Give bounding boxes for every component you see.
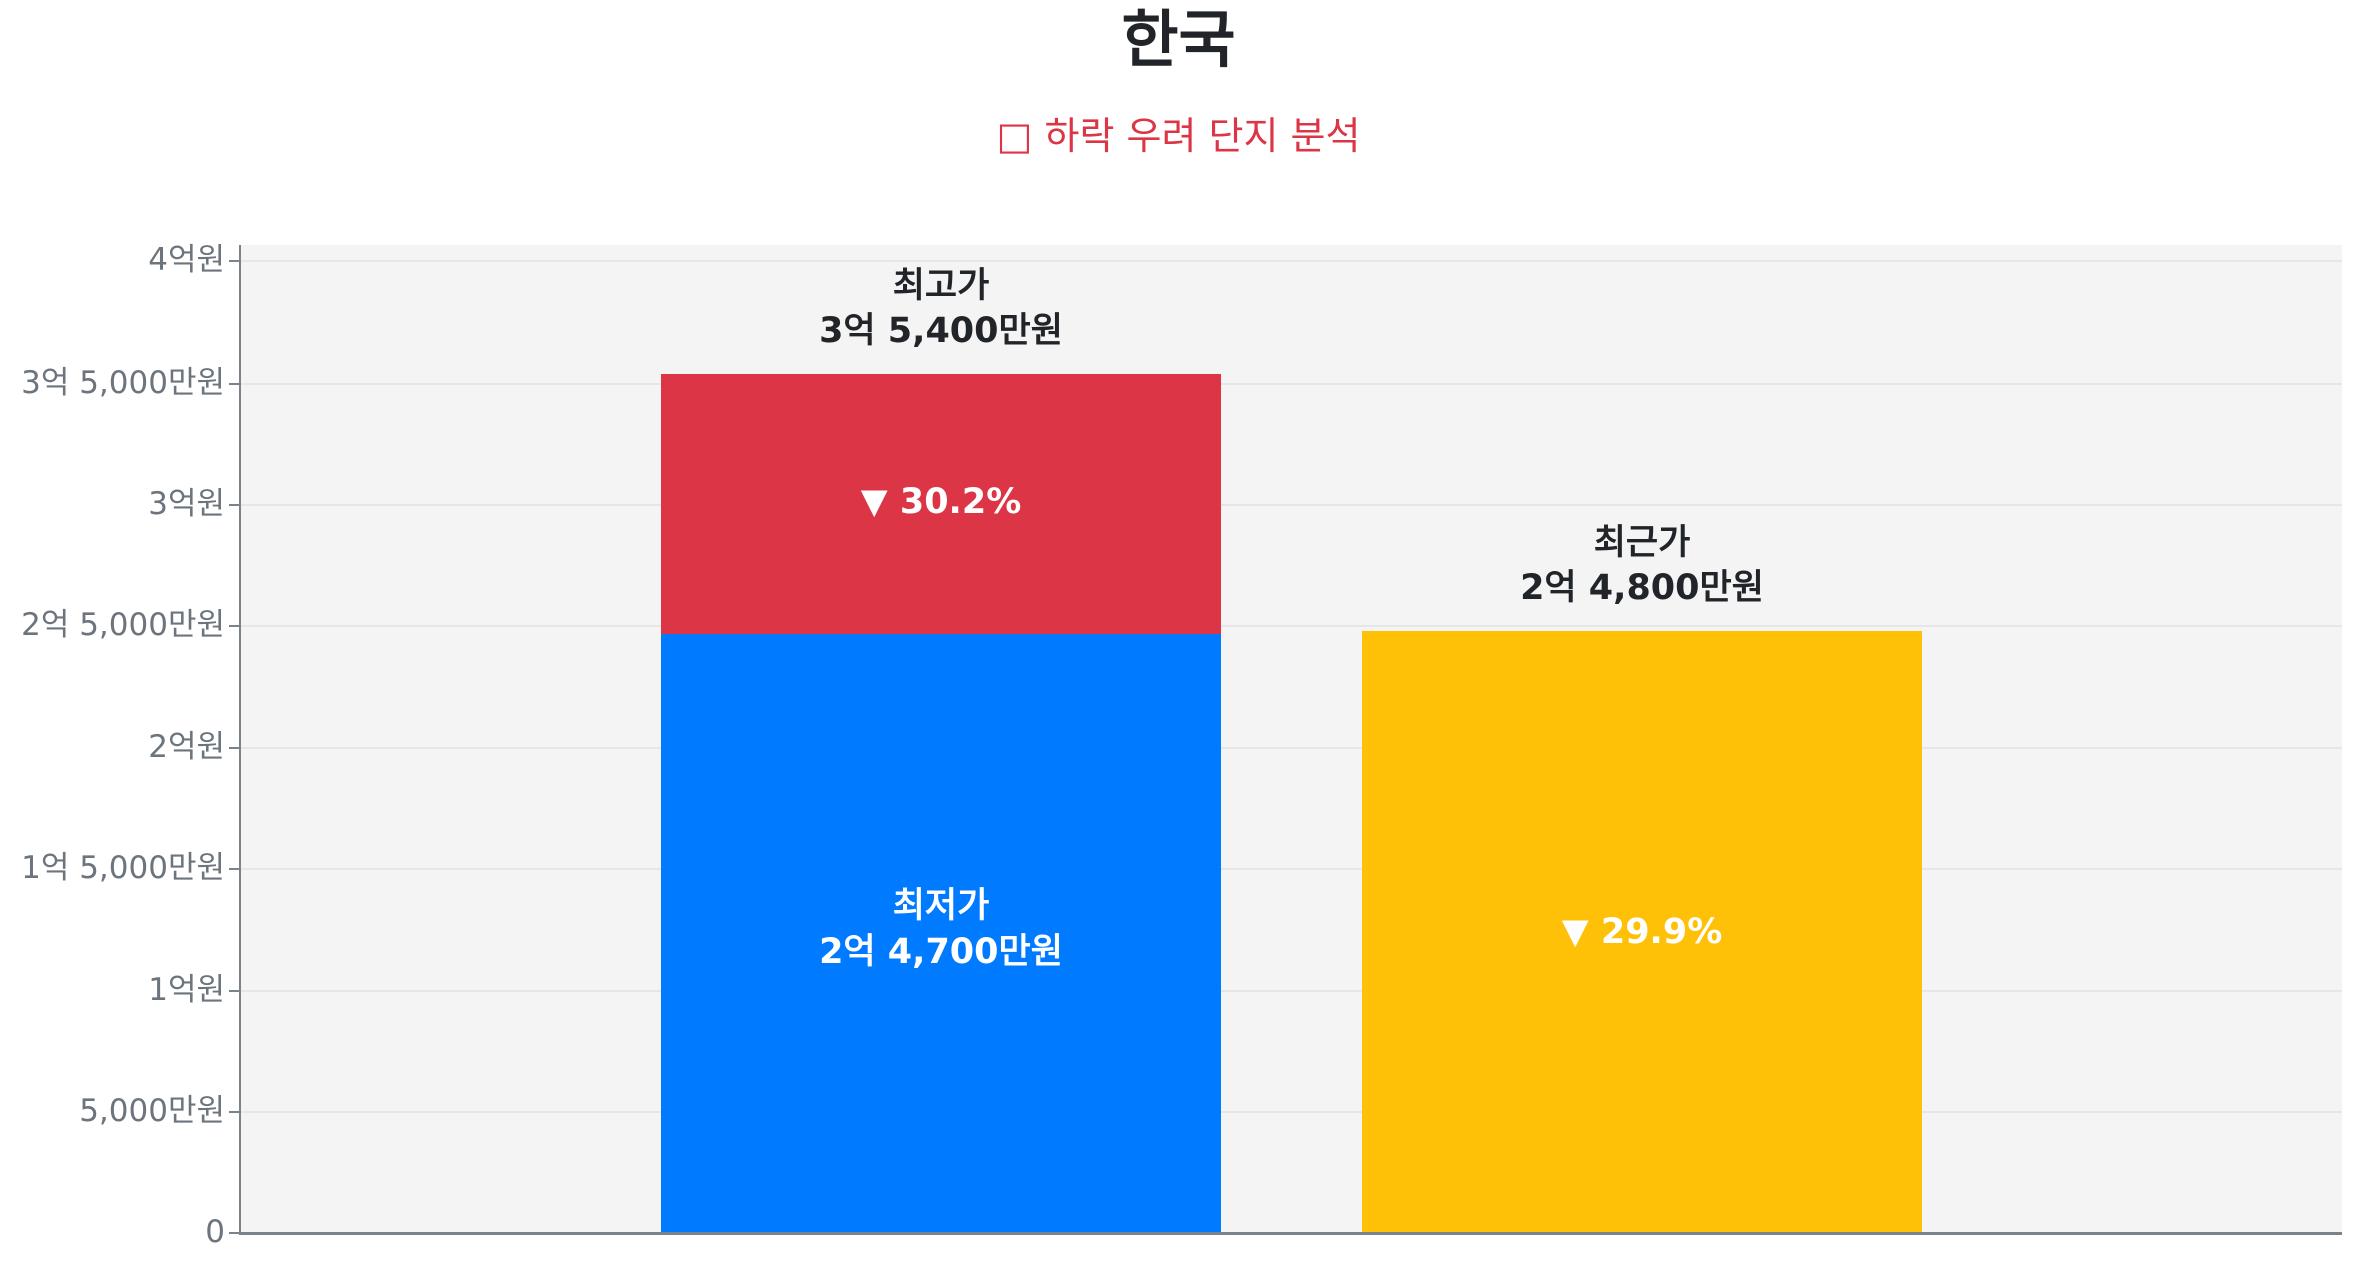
recent-price-value: 2억 4,800만원 <box>1520 568 1764 608</box>
chart-title: 한국 <box>1121 3 1236 76</box>
bar-recent-price <box>1362 631 1922 1233</box>
gridline <box>241 383 2342 385</box>
y-axis <box>239 245 241 1235</box>
gridline <box>241 990 2342 992</box>
y-tick <box>229 625 240 627</box>
y-tick <box>229 747 240 749</box>
min-price-name: 최저가 <box>892 886 990 926</box>
min-price-value: 2억 4,700만원 <box>819 932 1063 972</box>
max-drop-percent: ▼ 30.2% <box>860 482 1022 522</box>
y-tick <box>229 1111 240 1113</box>
y-tick <box>229 990 240 992</box>
max-price-name: 최고가 <box>892 266 990 306</box>
plot-area <box>241 245 2342 1233</box>
y-tick-label: 4억원 <box>148 242 225 278</box>
y-tick-label: 0 <box>205 1214 225 1250</box>
y-tick-label: 3억원 <box>148 486 225 522</box>
gridline <box>241 868 2342 870</box>
y-tick <box>229 383 240 385</box>
y-tick-label: 2억원 <box>148 729 225 765</box>
bar-min-price <box>661 634 1221 1233</box>
bar-max-price-segment <box>661 374 1221 634</box>
gridline <box>241 747 2342 749</box>
recent-drop-percent: ▼ 29.9% <box>1561 912 1723 952</box>
chart-subtitle: □ 하락 우려 단지 분석 <box>996 114 1361 158</box>
max-price-value: 3억 5,400만원 <box>819 311 1063 351</box>
y-tick <box>229 504 240 506</box>
y-tick-label: 2억 5,000만원 <box>21 607 225 643</box>
gridline <box>241 1111 2342 1113</box>
recent-price-name: 최근가 <box>1593 523 1691 563</box>
y-tick <box>229 1232 240 1234</box>
gridline <box>241 504 2342 506</box>
y-tick-label: 3억 5,000만원 <box>21 365 225 401</box>
x-axis <box>239 1232 2342 1235</box>
y-tick-label: 5,000만원 <box>79 1093 225 1129</box>
gridline <box>241 260 2342 262</box>
y-tick <box>229 260 240 262</box>
y-tick-label: 1억 5,000만원 <box>21 850 225 886</box>
gridline <box>241 625 2342 627</box>
y-tick-label: 1억원 <box>148 972 225 1008</box>
y-tick <box>229 868 240 870</box>
